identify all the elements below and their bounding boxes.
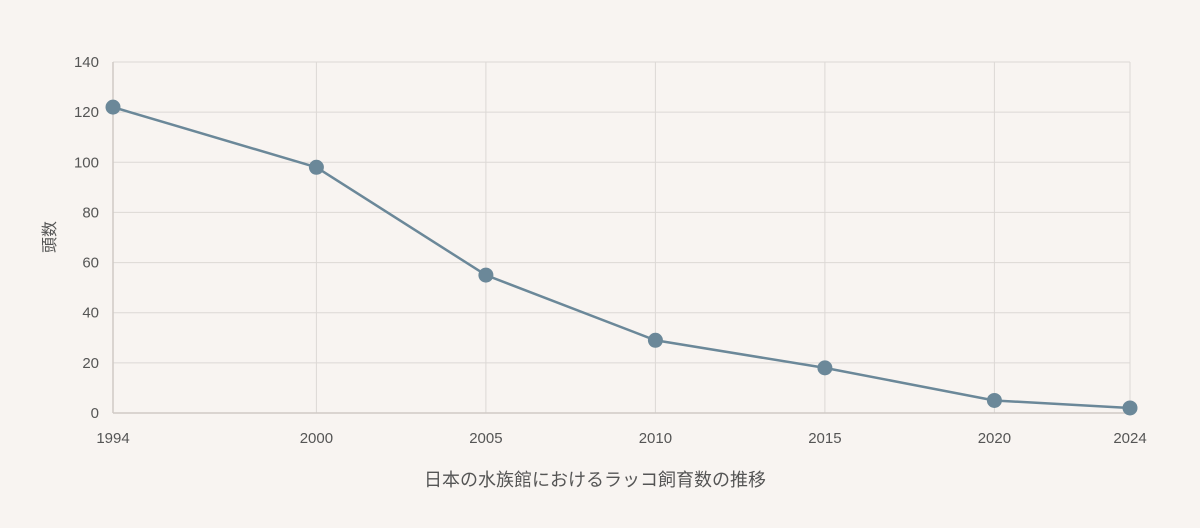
data-point (647, 332, 663, 348)
y-tick-label: 140 (74, 54, 99, 71)
y-tick-label: 60 (82, 255, 99, 272)
y-tick-label: 120 (74, 104, 99, 121)
data-point (308, 159, 324, 175)
data-point (817, 360, 833, 376)
axes (112, 62, 1130, 414)
data-point (1122, 400, 1138, 416)
x-tick-label: 2005 (469, 430, 502, 447)
x-tick-labels: 1994 2000 2005 2010 2015 2020 2024 (96, 430, 1146, 447)
y-tick-label: 20 (82, 355, 99, 372)
x-tick-label: 2000 (300, 430, 333, 447)
x-tick-label: 1994 (96, 430, 129, 447)
y-tick-label: 0 (91, 405, 99, 422)
x-tick-label: 2015 (808, 430, 841, 447)
x-axis-title: 日本の水族館におけるラッコ飼育数の推移 (424, 470, 766, 491)
data-point (478, 267, 494, 283)
x-tick-label: 2020 (978, 430, 1011, 447)
y-tick-labels: 0 20 40 60 80 100 120 140 (74, 54, 99, 422)
y-tick-label: 80 (82, 204, 99, 221)
x-tick-label: 2010 (639, 430, 672, 447)
series (105, 99, 1138, 416)
data-point (105, 99, 121, 115)
data-point (986, 392, 1002, 408)
y-axis-title: 頭数 (40, 221, 59, 253)
y-tick-label: 40 (82, 305, 99, 322)
grid (112, 61, 1131, 413)
y-tick-label: 100 (74, 154, 99, 171)
x-tick-label: 2024 (1113, 430, 1146, 447)
